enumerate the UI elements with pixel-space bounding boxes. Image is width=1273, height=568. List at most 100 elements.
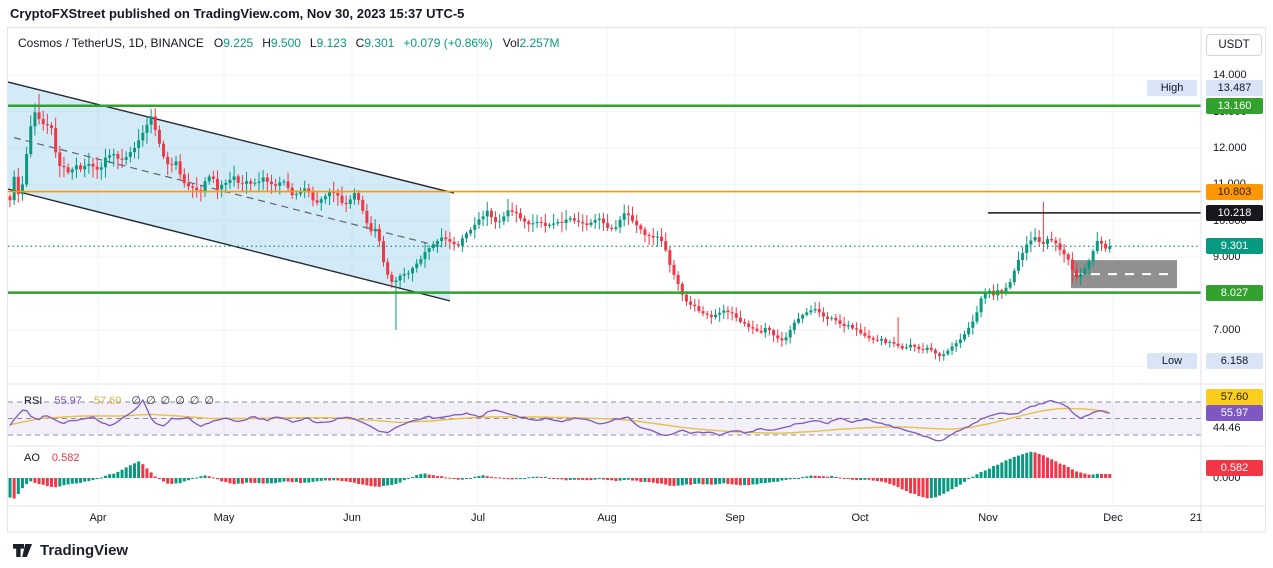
- candle-body: [174, 161, 178, 166]
- ao-bar: [494, 477, 498, 479]
- candle-body: [74, 165, 78, 170]
- candle-body: [166, 156, 170, 165]
- candle-body: [419, 259, 423, 264]
- symbol-legend: Cosmos / TetherUS, 1D, BINANCE O9.225 H9.5…: [18, 36, 559, 50]
- indicator-visibility-icon[interactable]: ∅: [146, 395, 156, 407]
- ao-bar: [697, 478, 701, 484]
- candle-body: [128, 152, 132, 158]
- candle-body: [79, 165, 83, 170]
- candle-body: [440, 237, 444, 242]
- candle-body: [689, 301, 693, 305]
- ao-bar: [606, 478, 610, 480]
- candle-body: [950, 346, 954, 351]
- ao-bar: [16, 478, 20, 494]
- candle-body: [963, 334, 966, 340]
- ao-bar: [701, 478, 705, 485]
- indicator-visibility-icon[interactable]: ∅: [160, 395, 171, 407]
- ao-bar: [406, 478, 410, 479]
- indicator-visibility-icon[interactable]: ∅: [175, 395, 185, 407]
- candle-body: [780, 338, 784, 341]
- currency-toggle-button[interactable]: USDT: [1206, 34, 1262, 56]
- candle-body: [149, 116, 153, 125]
- ao-bar: [303, 478, 307, 483]
- ao-bar: [888, 478, 892, 484]
- ao-bar: [220, 478, 224, 482]
- candle-body: [967, 327, 971, 335]
- candle-body: [373, 228, 377, 232]
- candle-body: [929, 347, 933, 350]
- candle-body: [220, 184, 224, 190]
- ao-bar: [950, 478, 954, 490]
- candle-body: [45, 124, 49, 126]
- candle-body: [95, 166, 99, 170]
- candle-body: [543, 222, 547, 226]
- candle-body: [1012, 270, 1016, 283]
- candle-body: [946, 350, 950, 355]
- candle-body: [352, 193, 356, 200]
- ao-bar: [726, 478, 730, 484]
- ao-bar: [41, 478, 45, 485]
- ao-bar: [120, 469, 124, 478]
- candle-body: [25, 154, 29, 185]
- candle-body: [572, 218, 576, 221]
- candle-body: [394, 280, 398, 282]
- rsi-ma-line: [9, 407, 1109, 435]
- ao-bar: [954, 478, 958, 487]
- ao-bar: [805, 476, 809, 478]
- ao-bar: [813, 475, 817, 478]
- candle-body: [523, 218, 527, 222]
- candle-body: [50, 125, 53, 128]
- candle-body: [191, 186, 195, 188]
- candle-body: [842, 323, 846, 327]
- candle-body: [29, 126, 33, 155]
- rsi-line: [9, 398, 1110, 442]
- candle-body: [1108, 246, 1112, 250]
- candle-body: [323, 196, 327, 200]
- indicator-visibility-icon[interactable]: ∅: [131, 395, 141, 407]
- candle-body: [37, 112, 41, 120]
- ao-bar: [444, 477, 448, 479]
- candle-body: [137, 140, 141, 148]
- ao-bar: [456, 478, 460, 480]
- candle-body: [589, 222, 593, 225]
- candle-body: [846, 325, 850, 327]
- ao-bar: [581, 478, 585, 480]
- candle-body: [680, 283, 684, 295]
- candle-body: [983, 291, 987, 299]
- candle-body: [87, 163, 91, 166]
- ohlc-values: O9.225 H9.500 L9.123 C9.301: [214, 36, 404, 50]
- candle-body: [693, 304, 697, 307]
- candle-body: [1021, 253, 1025, 260]
- candle-body: [120, 158, 124, 160]
- indicator-visibility-icon[interactable]: ∅: [204, 395, 214, 407]
- candle-body: [253, 182, 257, 184]
- candle-body: [767, 327, 771, 331]
- ao-bar: [996, 464, 1000, 478]
- candle-body: [539, 221, 543, 223]
- ao-bar: [373, 478, 377, 487]
- ao-bar: [1075, 471, 1079, 478]
- candle-body: [228, 179, 232, 183]
- candle-body: [282, 181, 286, 183]
- ao-bar: [1041, 455, 1045, 478]
- ao-bar: [734, 478, 738, 485]
- ao-bar: [157, 478, 161, 480]
- candle-body: [610, 227, 614, 230]
- indicator-visibility-icon[interactable]: ∅: [189, 395, 200, 407]
- change-value: +0.079 (+0.86%): [403, 36, 493, 50]
- candle-body: [838, 320, 842, 324]
- ao-bar: [1054, 461, 1058, 478]
- rsi-ma-value: 57.60: [93, 395, 122, 407]
- ao-bar: [601, 478, 605, 480]
- candle-body: [274, 184, 278, 186]
- ao-bar: [1099, 473, 1103, 478]
- candle-body: [921, 349, 925, 351]
- candle-body: [460, 238, 464, 246]
- candle-body: [714, 314, 717, 318]
- ao-bar: [182, 478, 186, 482]
- candle-body: [709, 314, 713, 318]
- ao-bar: [664, 478, 668, 485]
- ao-bar: [763, 478, 767, 484]
- candle-body: [452, 241, 456, 245]
